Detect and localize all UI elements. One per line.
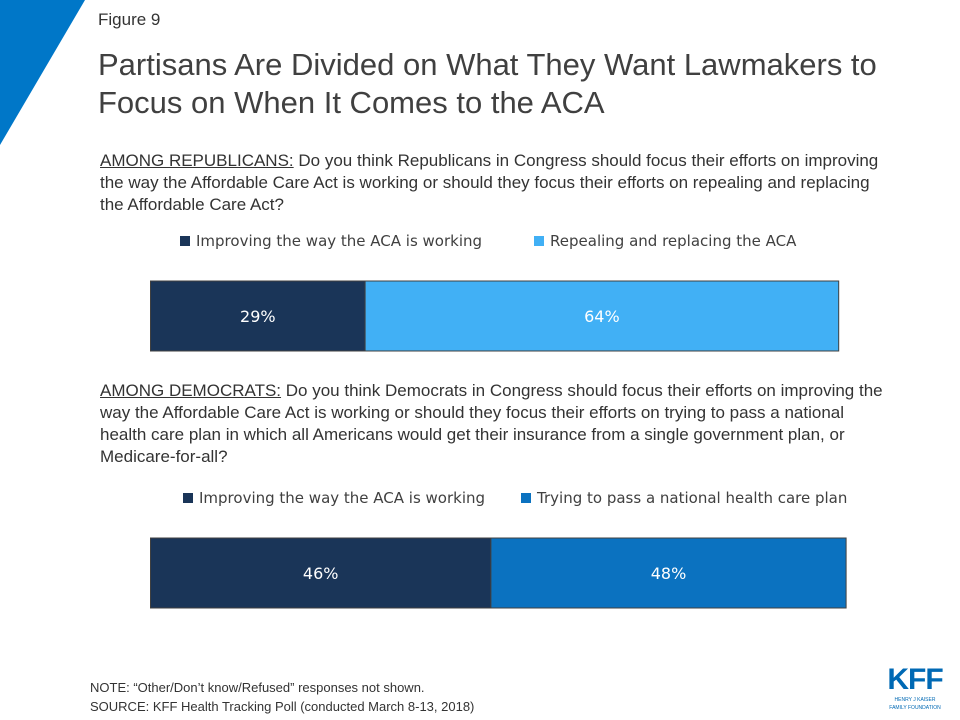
corner-accent-triangle xyxy=(0,0,85,145)
democrats-bar-chart: 46% 48% xyxy=(150,537,847,609)
legend-item-improving: Improving the way the ACA is working xyxy=(180,232,482,250)
legend-item-repealing: Repealing and replacing the ACA xyxy=(534,232,796,250)
chart-title: Partisans Are Divided on What They Want … xyxy=(98,47,877,120)
republicans-question-text: Do you think Republicans in Congress sho… xyxy=(100,151,879,214)
republicans-bar-chart: 29% 64% xyxy=(150,280,840,352)
bar-data-label: 48% xyxy=(651,564,687,583)
legend-item-national-plan: Trying to pass a national health care pl… xyxy=(521,489,847,507)
logo-mark: KFF xyxy=(887,663,943,696)
footnote: NOTE: “Other/Don’t know/Refused” respons… xyxy=(90,680,425,695)
republicans-question: AMONG REPUBLICANS: Do you think Republic… xyxy=(100,150,890,216)
legend-label: Improving the way the ACA is working xyxy=(196,232,483,250)
bar-data-label: 64% xyxy=(584,307,620,326)
democrats-question-lead: AMONG DEMOCRATS: xyxy=(100,381,282,400)
kff-logo: KFF HENRY J KAISER FAMILY FOUNDATION xyxy=(885,663,945,712)
legend-label: Trying to pass a national health care pl… xyxy=(537,489,848,507)
logo-subtitle-line1: HENRY J KAISER xyxy=(894,697,936,703)
bar-segment-alternative xyxy=(490,537,847,609)
bar-segment-improving xyxy=(150,280,366,352)
democrats-question: AMONG DEMOCRATS: Do you think Democrats … xyxy=(100,380,890,468)
source-note: SOURCE: KFF Health Tracking Poll (conduc… xyxy=(90,699,475,714)
bar-data-label: 46% xyxy=(303,564,339,583)
legend-swatch xyxy=(521,493,532,503)
bar-segment-improving xyxy=(150,537,492,609)
legend-label: Repealing and replacing the ACA xyxy=(550,232,797,250)
democrats-question-text: Do you think Democrats in Congress shoul… xyxy=(100,381,883,466)
legend-swatch xyxy=(183,493,193,503)
democrats-legend: Improving the way the ACA is working Try… xyxy=(183,489,847,507)
logo-subtitle-line2: FAMILY FOUNDATION xyxy=(889,705,941,711)
bar-segment-alternative xyxy=(364,280,840,352)
legend-swatch xyxy=(180,236,190,246)
legend-label: Improving the way the ACA is working xyxy=(199,489,486,507)
bar-data-label: 29% xyxy=(240,307,276,326)
republicans-question-lead: AMONG REPUBLICANS: xyxy=(100,151,294,170)
legend-item-improving: Improving the way the ACA is working xyxy=(183,489,485,507)
republicans-legend: Improving the way the ACA is working Rep… xyxy=(180,232,796,250)
figure-label: Figure 9 xyxy=(98,10,161,29)
legend-swatch xyxy=(534,236,545,246)
